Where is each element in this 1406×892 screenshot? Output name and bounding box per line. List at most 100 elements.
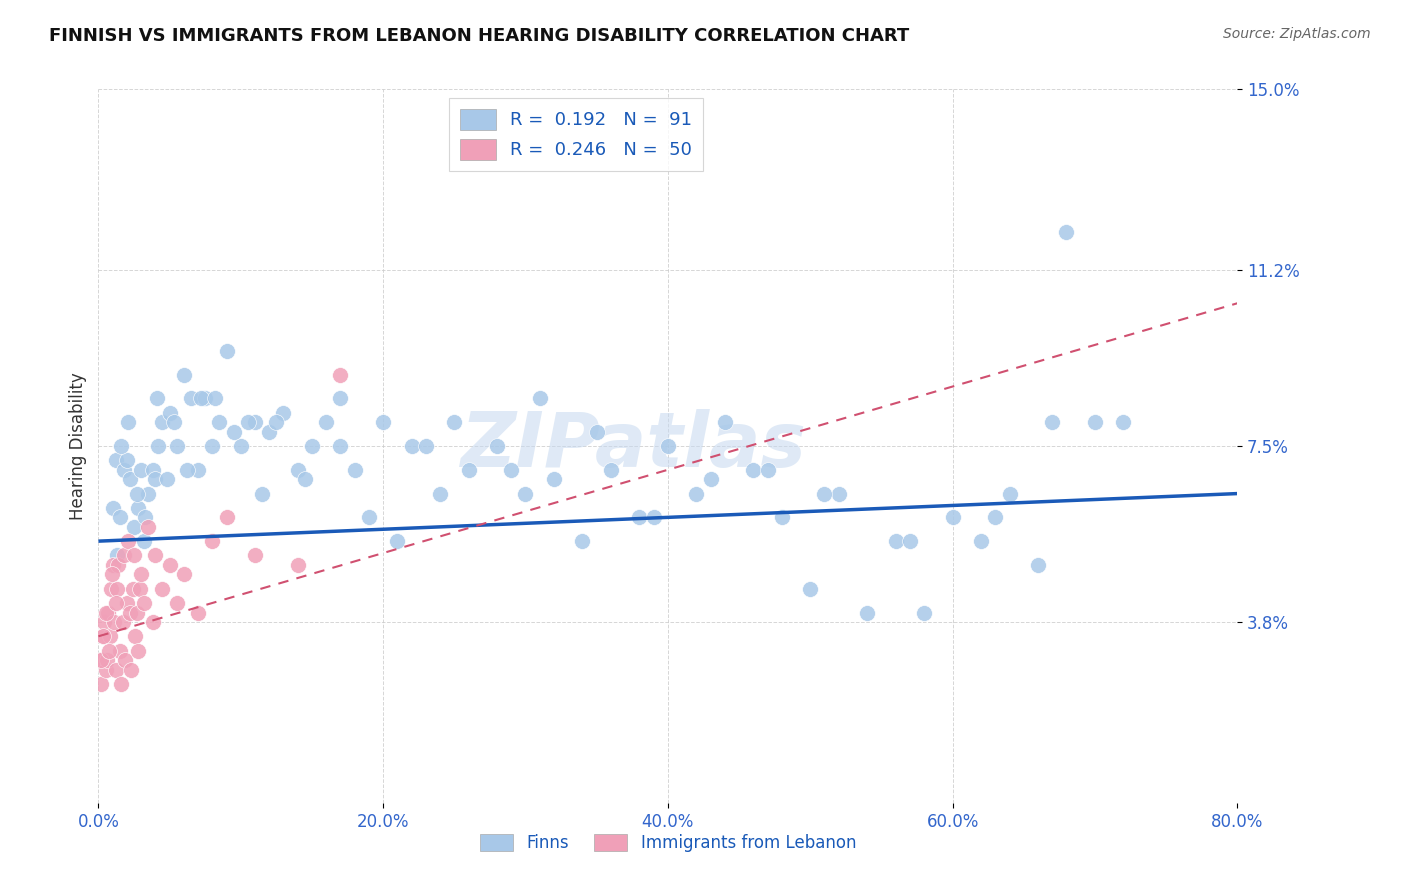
Point [163, 415, 186, 429]
Point [93, 629, 115, 643]
Point [117, 534, 139, 549]
Point [1112, 415, 1135, 429]
Point [515, 486, 537, 500]
Point [266, 415, 288, 429]
Y-axis label: Hearing Disability: Hearing Disability [69, 372, 87, 520]
Point [112, 549, 135, 563]
Point [104, 453, 127, 467]
Point [136, 520, 159, 534]
Point [371, 415, 394, 429]
Point [90, 653, 112, 667]
Point [215, 343, 238, 358]
Point [108, 643, 131, 657]
Point [415, 439, 437, 453]
Point [110, 439, 132, 453]
Point [111, 615, 134, 629]
Point [110, 677, 132, 691]
Text: FINNISH VS IMMIGRANTS FROM LEBANON HEARING DISABILITY CORRELATION CHART: FINNISH VS IMMIGRANTS FROM LEBANON HEARI… [49, 27, 910, 45]
Point [187, 606, 209, 620]
Point [543, 472, 565, 486]
Point [101, 500, 124, 515]
Point [107, 558, 129, 572]
Point [94, 663, 117, 677]
Point [813, 486, 835, 500]
Point [699, 472, 721, 486]
Point [190, 392, 212, 406]
Point [120, 663, 142, 677]
Point [90, 677, 112, 691]
Point [141, 463, 163, 477]
Point [998, 486, 1021, 500]
Point [742, 463, 765, 477]
Point [105, 596, 128, 610]
Point [287, 558, 309, 572]
Point [315, 415, 337, 429]
Point [93, 615, 115, 629]
Point [108, 510, 131, 524]
Point [187, 463, 209, 477]
Point [145, 549, 167, 563]
Point [101, 558, 124, 572]
Point [828, 486, 851, 500]
Point [96, 653, 118, 667]
Point [124, 629, 146, 643]
Point [628, 510, 651, 524]
Point [856, 606, 879, 620]
Point [100, 582, 122, 596]
Legend: Finns, Immigrants from Lebanon: Finns, Immigrants from Lebanon [472, 827, 863, 859]
Point [173, 368, 195, 382]
Point [387, 534, 409, 549]
Text: ZIPatlas: ZIPatlas [461, 409, 807, 483]
Point [201, 534, 224, 549]
Point [136, 486, 159, 500]
Point [105, 549, 128, 563]
Point [1026, 558, 1049, 572]
Point [443, 415, 465, 429]
Point [152, 582, 174, 596]
Point [132, 596, 155, 610]
Point [176, 463, 198, 477]
Point [127, 500, 149, 515]
Point [329, 368, 352, 382]
Point [166, 596, 188, 610]
Point [129, 567, 152, 582]
Point [115, 596, 138, 610]
Point [259, 425, 281, 439]
Point [112, 463, 135, 477]
Point [208, 415, 231, 429]
Point [89, 653, 111, 667]
Point [148, 439, 170, 453]
Point [970, 534, 993, 549]
Point [114, 653, 136, 667]
Point [222, 425, 245, 439]
Point [229, 439, 252, 453]
Point [141, 615, 163, 629]
Point [127, 643, 149, 657]
Point [1040, 415, 1063, 429]
Point [571, 534, 593, 549]
Point [273, 406, 295, 420]
Point [128, 582, 150, 596]
Point [145, 472, 167, 486]
Point [898, 534, 921, 549]
Point [194, 392, 217, 406]
Point [685, 486, 707, 500]
Point [884, 534, 907, 549]
Point [401, 439, 423, 453]
Point [714, 415, 737, 429]
Point [657, 439, 679, 453]
Point [756, 463, 779, 477]
Point [115, 453, 138, 467]
Point [912, 606, 935, 620]
Point [97, 606, 120, 620]
Point [942, 510, 965, 524]
Point [529, 392, 551, 406]
Point [134, 510, 156, 524]
Point [600, 463, 623, 477]
Point [486, 439, 509, 453]
Point [429, 486, 451, 500]
Point [156, 472, 179, 486]
Point [173, 567, 195, 582]
Point [770, 510, 793, 524]
Point [91, 629, 114, 643]
